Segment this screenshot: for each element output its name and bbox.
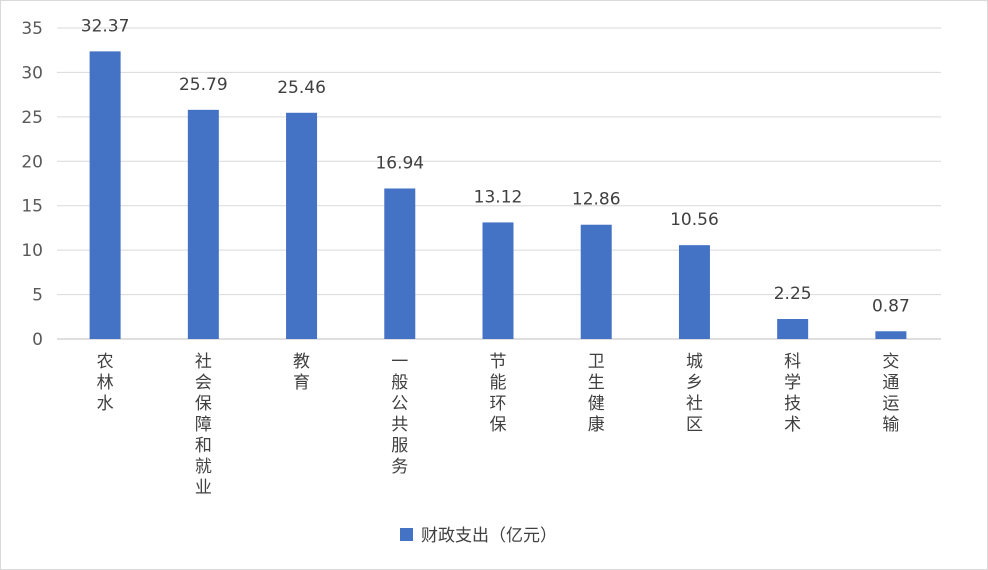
y-tick-label: 5 <box>32 286 43 306</box>
bar <box>580 224 612 339</box>
y-tick-label: 35 <box>21 19 43 39</box>
category-label: 节能环保 <box>490 352 507 435</box>
bar <box>187 109 219 339</box>
bar <box>482 222 514 339</box>
category-label: 农林水 <box>97 352 114 414</box>
category-label: 交通运输 <box>882 352 899 435</box>
bar <box>384 188 416 339</box>
data-label: 16.94 <box>375 153 424 173</box>
category-label: 卫生健康 <box>588 352 605 435</box>
bar <box>678 245 710 339</box>
data-label: 10.56 <box>670 210 719 230</box>
y-tick-label: 10 <box>21 241 43 261</box>
bar <box>875 331 907 339</box>
category-label: 科学技术 <box>784 352 801 435</box>
data-label: 25.79 <box>179 75 228 95</box>
category-label: 社会保障和就业 <box>195 352 212 498</box>
category-label: 教育 <box>293 352 310 393</box>
data-label: 32.37 <box>81 16 130 36</box>
y-tick-label: 0 <box>32 330 43 350</box>
y-tick-label: 25 <box>21 108 43 128</box>
bar <box>286 112 318 339</box>
y-tick-label: 30 <box>21 63 43 83</box>
data-label: 2.25 <box>774 284 812 304</box>
bar <box>777 319 809 339</box>
data-label: 12.86 <box>572 190 621 210</box>
bar <box>89 51 121 340</box>
y-tick-label: 20 <box>21 152 43 172</box>
legend-label: 财政支出（亿元） <box>421 526 557 546</box>
data-label: 0.87 <box>872 296 910 316</box>
legend-swatch <box>400 528 413 541</box>
data-label: 25.46 <box>277 78 326 98</box>
data-label: 13.12 <box>474 187 523 207</box>
category-label: 一般公共服务 <box>391 352 408 477</box>
category-label: 城乡社区 <box>686 352 703 435</box>
y-tick-label: 15 <box>21 197 43 217</box>
